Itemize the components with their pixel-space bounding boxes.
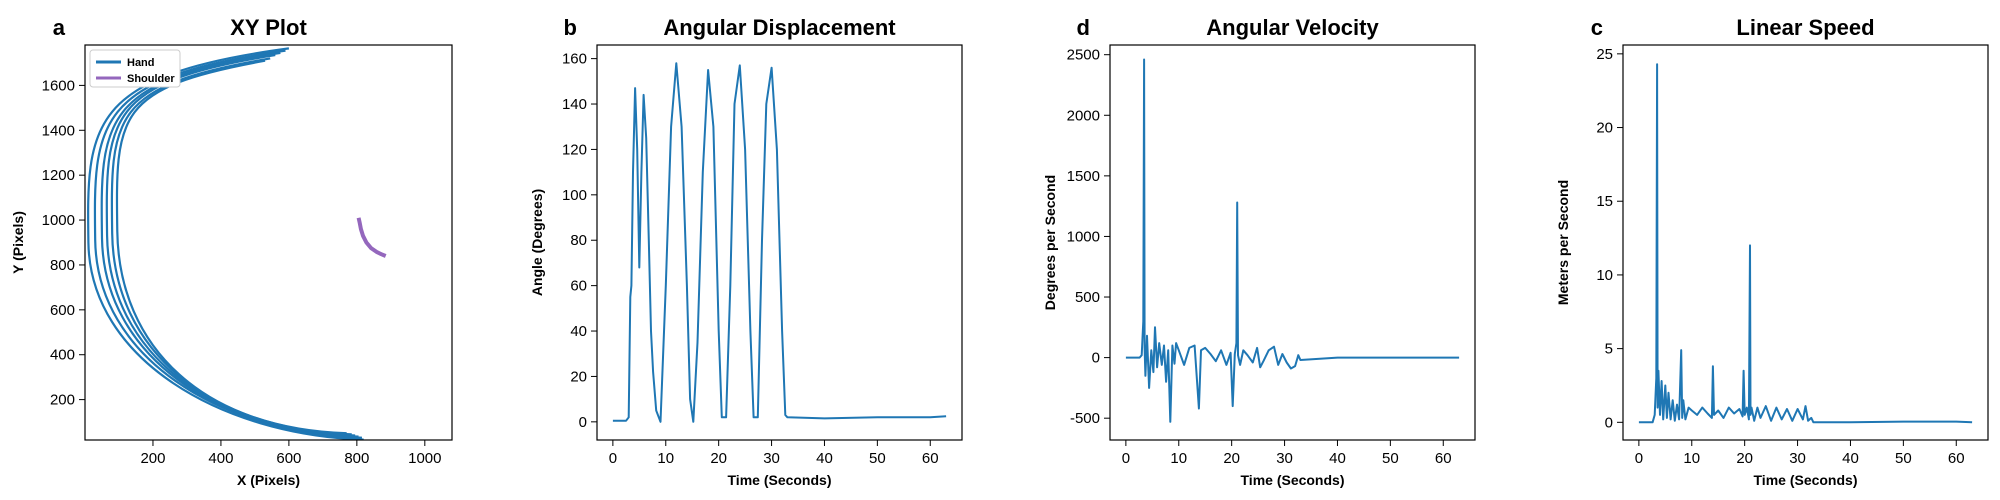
x-tick-label: 50 [1895,450,1912,467]
x-tick-label: 50 [869,450,886,467]
x-tick-label: 60 [1948,450,1965,467]
series-line-hand-loop [100,51,359,438]
y-tick-label: 100 [562,187,587,204]
panel-c: 0 10 20 30 40 50 60 0 5 10 15 20 25 Time (Seconds) Met… [1555,15,1989,488]
y-tick-label: 0 [1092,350,1100,367]
chart-title: Angular Displacement [663,15,896,40]
y-tick-label: 600 [50,302,75,319]
series-line-hand-loop [110,57,352,436]
series-line-shoulder [356,217,387,258]
y-tick-label: 160 [562,51,587,68]
y-tick-label: 20 [570,368,587,385]
y-tick-label: 20 [1596,120,1613,137]
y-tick-label: 60 [570,278,587,295]
x-tick-label: 0 [1635,450,1643,467]
x-tick-label: 50 [1382,450,1399,467]
x-tick-label: 10 [657,450,674,467]
x-tick-label: 30 [763,450,780,467]
y-tick-label: 500 [1075,289,1100,306]
legend-label-shoulder: Shoulder [127,73,175,85]
series-group [87,47,387,440]
y-tick-label: 1500 [1067,168,1100,185]
panel-label: a [53,15,66,40]
y-axis-label: Y (Pixels) [10,211,26,274]
y-tick-label: 400 [50,347,75,364]
y-tick-label: 5 [1605,341,1613,358]
y-tick-label: 1200 [42,167,75,184]
y-tick-label: 10 [1596,267,1613,284]
series-line-c0 [1638,63,1973,424]
y-tick-label: 200 [50,392,75,409]
x-axis-label: X (Pixels) [237,472,300,488]
x-tick-label: 20 [1736,450,1753,467]
y-tick-label: 15 [1596,193,1613,210]
x-tick-label: 400 [208,450,233,467]
legend-label-hand: Hand [127,57,155,69]
y-tick-label: 25 [1596,46,1613,63]
y-axis-label: Angle (Degrees) [529,189,545,296]
x-axis-label: Time (Seconds) [1241,472,1345,488]
x-tick-label: 800 [344,450,369,467]
x-tick-label: 1000 [408,450,441,467]
y-tick-label: 120 [562,141,587,158]
series-group [612,62,947,423]
x-tick-label: 60 [922,450,939,467]
y-tick-label: 1000 [1067,228,1100,245]
x-tick-label: 40 [1329,450,1346,467]
y-tick-label: 1000 [42,212,75,229]
y-tick-label: 2000 [1067,107,1100,124]
y-tick-label: 40 [570,323,587,340]
x-tick-label: 0 [1122,450,1130,467]
x-tick-label: 600 [276,450,301,467]
panel-b: 0 10 20 30 40 50 60 0 20 40 60 80 100 120 140 160 Time (… [529,15,963,488]
y-tick-label: 1400 [42,122,75,139]
panel-a: 200 400 600 800 1000 200 400 600 800 1000 1200 1400… [10,15,453,488]
x-tick-label: 10 [1170,450,1187,467]
panel-label: b [564,15,577,40]
x-tick-label: 0 [609,450,617,467]
y-tick-label: -500 [1070,410,1100,427]
panel-label: d [1077,15,1090,40]
x-tick-label: 20 [710,450,727,467]
panel-d: 0 10 20 30 40 50 60 -500 0 500 1000 1500 2000 2500 Tim… [1042,15,1476,488]
legend: Hand Shoulder [89,49,181,88]
chart-title: Angular Velocity [1206,15,1379,40]
y-tick-label: 2500 [1067,47,1100,64]
y-tick-label: 80 [570,232,587,249]
y-tick-label: 140 [562,96,587,113]
series-line-d0 [1125,58,1460,423]
y-tick-label: 800 [50,257,75,274]
axes-frame [1109,44,1476,441]
x-tick-label: 20 [1223,450,1240,467]
x-tick-label: 40 [816,450,833,467]
x-axis-label: Time (Seconds) [728,472,832,488]
axes-frame [1622,44,1989,441]
y-axis-label: Degrees per Second [1042,175,1058,310]
axes-frame [596,44,963,441]
x-tick-label: 40 [1842,450,1859,467]
series-group [1125,58,1460,423]
chart-title: Linear Speed [1736,15,1874,40]
series-line-b0 [612,62,947,423]
y-tick-label: 1600 [42,77,75,94]
x-axis-label: Time (Seconds) [1754,472,1858,488]
x-tick-label: 10 [1683,450,1700,467]
series-line-hand-loop [105,54,356,437]
axes-frame [84,44,453,441]
x-tick-label: 30 [1789,450,1806,467]
chart-title: XY Plot [230,15,307,40]
y-axis-label: Meters per Second [1555,180,1571,305]
x-tick-label: 30 [1276,450,1293,467]
series-group [1638,63,1973,424]
series-line-hand-loop [115,59,347,435]
y-tick-label: 0 [1605,414,1613,431]
y-tick-label: 0 [579,414,587,431]
panel-label: c [1591,15,1603,40]
x-tick-label: 200 [140,450,165,467]
x-tick-label: 60 [1435,450,1452,467]
